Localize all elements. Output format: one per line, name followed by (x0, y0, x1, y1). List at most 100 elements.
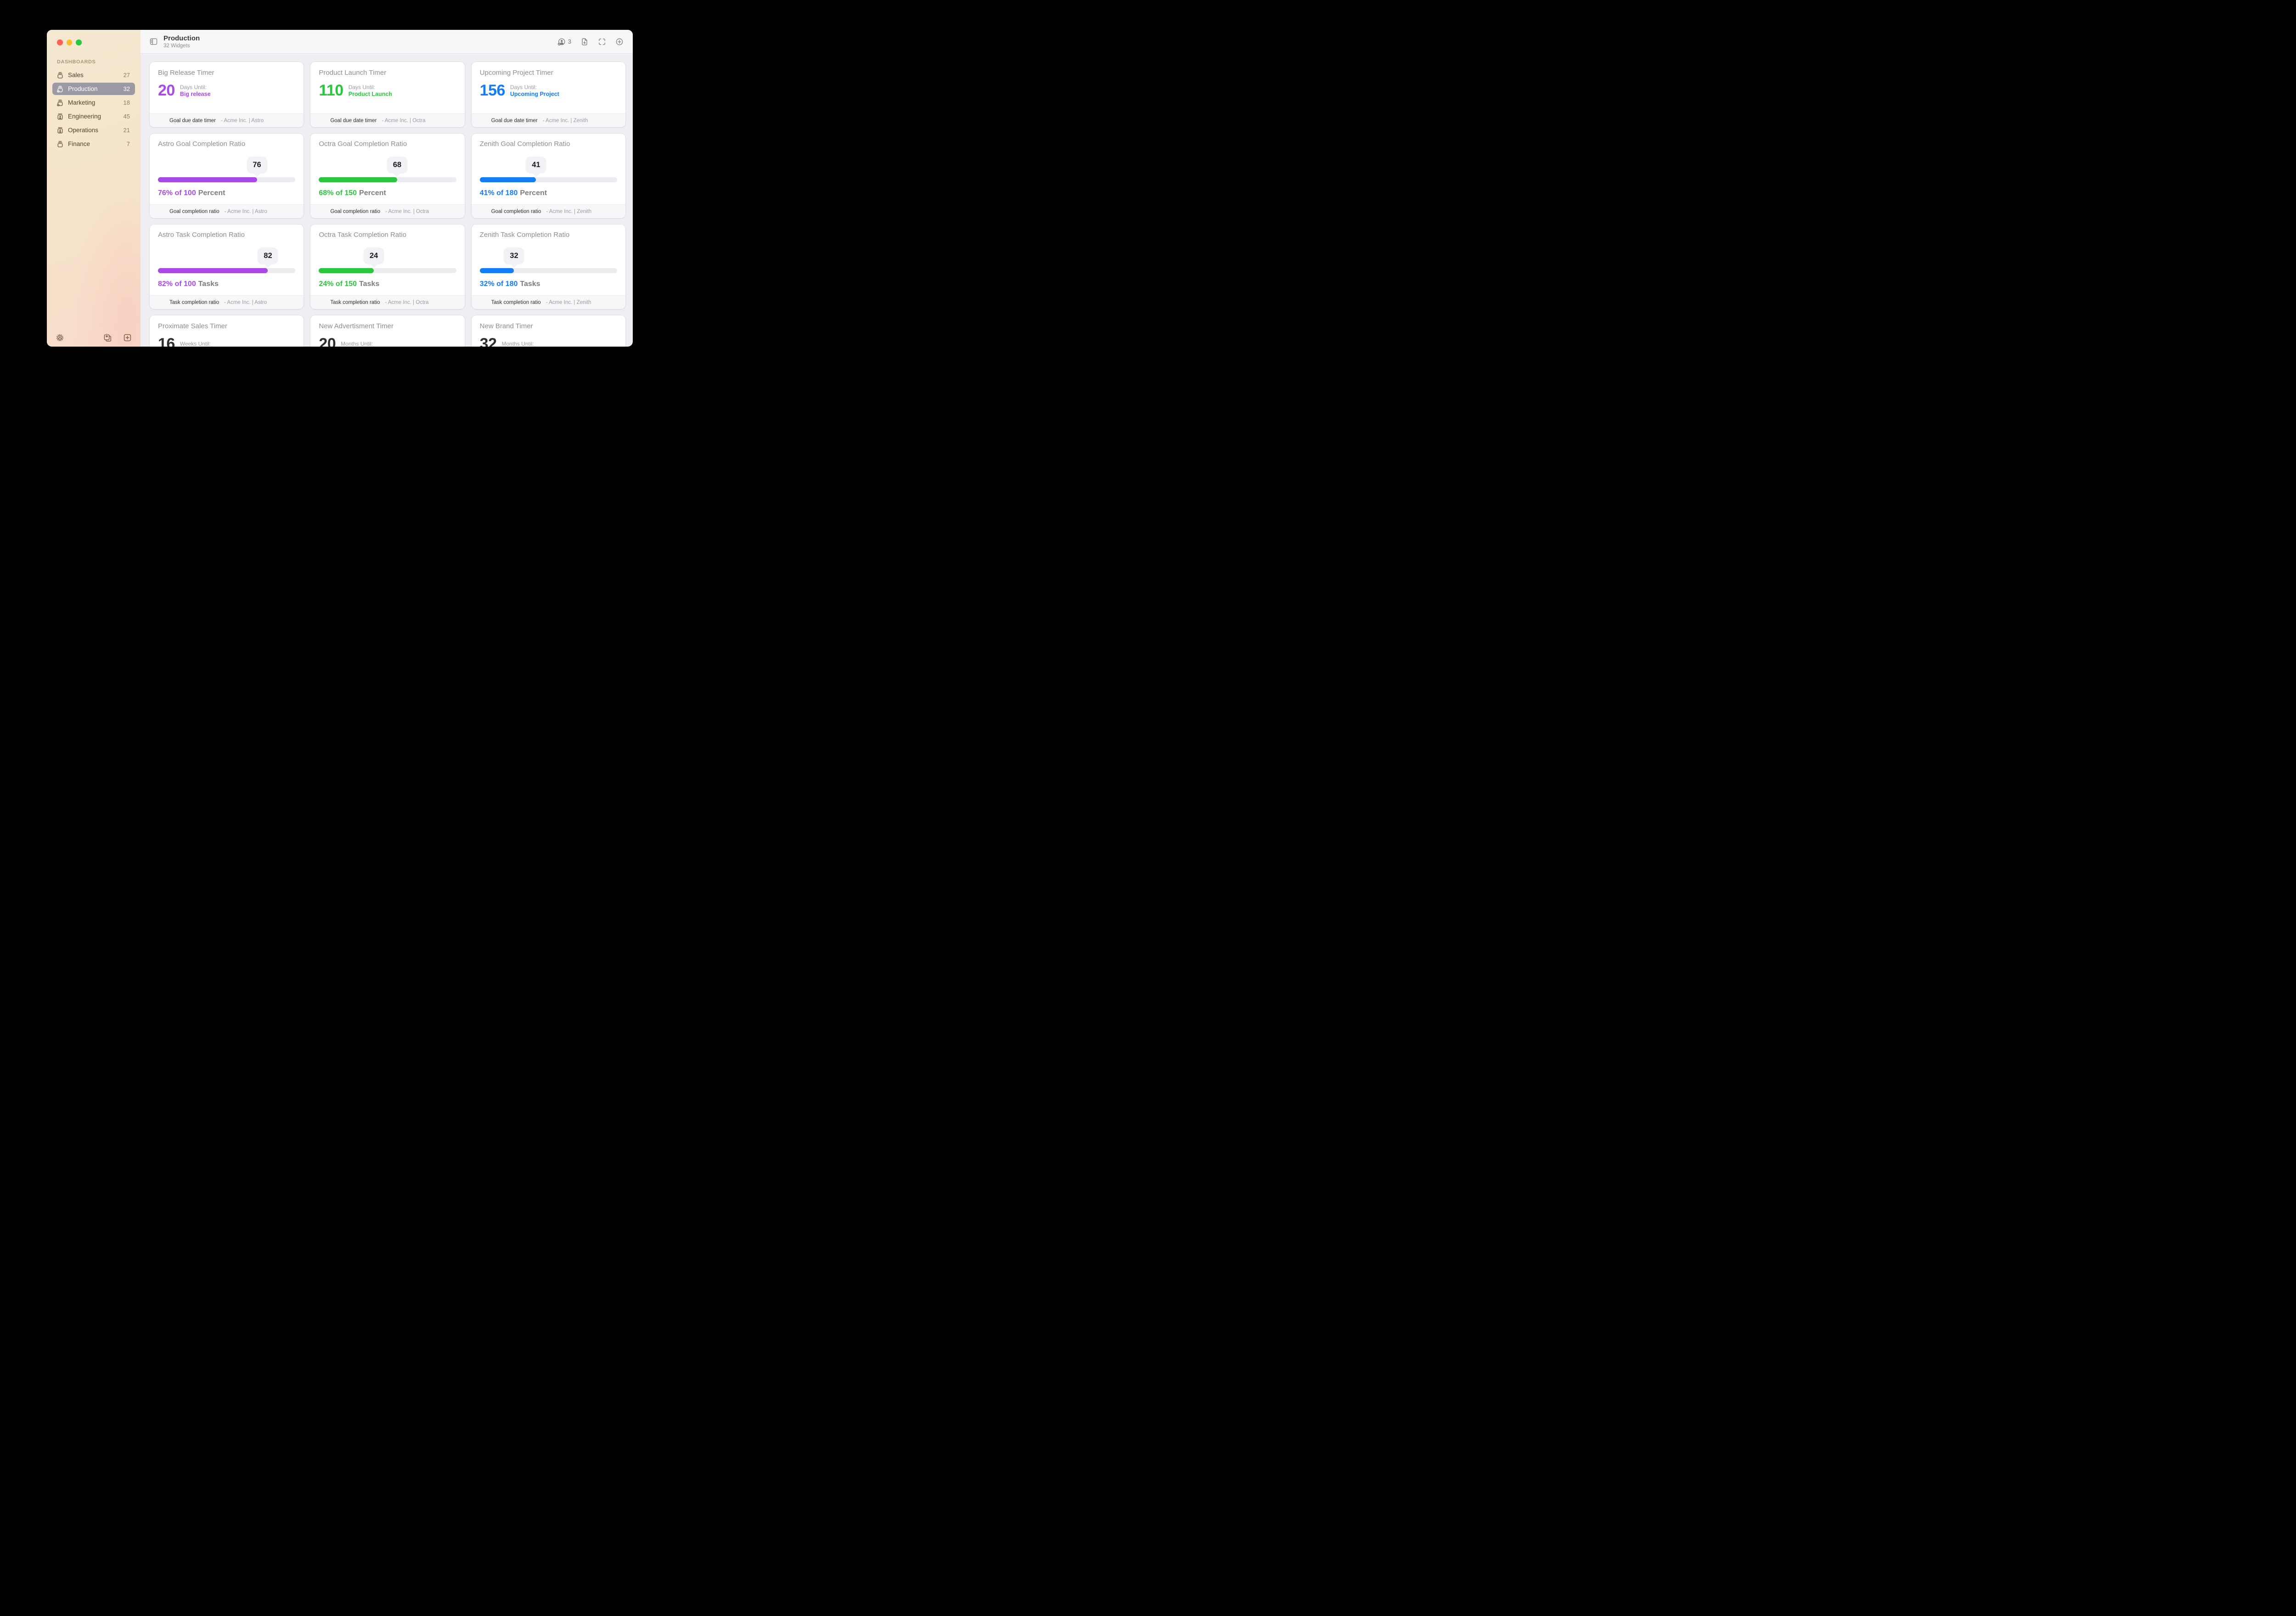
settings-gear-icon[interactable] (56, 333, 64, 342)
timer-goal-label: Product Launch (348, 91, 392, 98)
widget-new-brand-timer[interactable]: New Brand Timer 32 Months Until: (471, 315, 625, 347)
widget-source-label: - Acme Inc. | Zenith (546, 299, 591, 305)
collaborators-count: 3 (568, 38, 571, 45)
ratio-suffix: Percent (198, 189, 225, 197)
widget-footer: Goal completion ratio - Acme Inc. | Zeni… (471, 204, 625, 218)
widget-title: Octra Task Completion Ratio (319, 231, 406, 239)
progress-bar (319, 268, 456, 273)
ratio-suffix: Percent (359, 189, 386, 197)
collaborators-button[interactable]: 3 (557, 38, 571, 46)
new-dashboard-icon[interactable] (123, 333, 132, 342)
widget-type-label: Task completion ratio (330, 299, 380, 305)
progress-fill (479, 177, 536, 182)
main-area: Production 32 Widgets 3 Big Release Time… (141, 30, 633, 347)
minimize-button[interactable] (66, 39, 72, 45)
sidebar-item-count: 21 (123, 127, 130, 134)
widget-body: Upcoming Project Timer 156 Days Until: U… (472, 62, 625, 113)
widget-body: Astro Goal Completion Ratio 76 76% of 10… (150, 134, 304, 204)
add-widget-icon[interactable] (615, 38, 624, 46)
ratio-fraction: 41% of 180 (479, 189, 518, 197)
widget-body: Zenith Task Completion Ratio 32 32% of 1… (472, 224, 625, 295)
import-dashboard-icon[interactable] (103, 333, 112, 342)
widget-type-label: Goal due date timer (330, 118, 377, 123)
badge-zone: 68 (319, 148, 456, 177)
widget-footer: Goal due date timer - Acme Inc. | Octra (310, 113, 465, 127)
sidebar-item-count: 18 (123, 99, 130, 106)
sidebar-item-label: Production (68, 85, 98, 92)
nav-section-label: DASHBOARDS (57, 59, 96, 65)
dashboard-content[interactable]: Big Release Timer 20 Days Until: Big rel… (141, 54, 633, 347)
zoom-button[interactable] (76, 39, 82, 45)
sidebar-toggle-icon[interactable] (150, 38, 158, 45)
dashboard-stack-person-icon (56, 99, 64, 107)
widget-title: Zenith Task Completion Ratio (479, 231, 570, 239)
dashboard-stack-icon (56, 72, 64, 79)
sidebar-item-sales[interactable]: Sales 27 (52, 69, 135, 81)
value-badge: 68 (387, 157, 408, 174)
widget-zenith-task-completion-ratio[interactable]: Zenith Task Completion Ratio 32 32% of 1… (471, 224, 625, 309)
widget-footer: Goal due date timer - Acme Inc. | Astro (150, 113, 304, 127)
export-file-icon[interactable] (580, 38, 589, 46)
progress-bar (319, 177, 456, 182)
widget-source-label: - Acme Inc. | Octra (385, 299, 429, 305)
widget-title: Astro Goal Completion Ratio (158, 140, 246, 148)
ratio-suffix: Tasks (198, 280, 219, 288)
sidebar-item-label: Finance (68, 140, 90, 147)
widget-product-launch-timer[interactable]: Product Launch Timer 110 Days Until: Pro… (310, 62, 465, 127)
clickup-logo-icon (317, 298, 326, 307)
sidebar-item-count: 32 (123, 85, 130, 92)
badge-value: 76 (253, 161, 261, 169)
sidebar-item-operations[interactable]: Operations 21 (52, 124, 135, 136)
ratio-text: 41% of 180 Percent (480, 189, 617, 197)
sidebar-item-production[interactable]: Production 32 (52, 83, 135, 95)
badge-value: 82 (264, 252, 272, 260)
widget-new-advertisment-timer[interactable]: New Advertisment Timer 20 Months Until: (310, 315, 465, 347)
widget-upcoming-project-timer[interactable]: Upcoming Project Timer 156 Days Until: U… (471, 62, 625, 127)
progress-bar (158, 268, 296, 273)
widget-title: Octra Goal Completion Ratio (319, 140, 407, 148)
widget-octra-task-completion-ratio[interactable]: Octra Task Completion Ratio 24 24% of 15… (310, 224, 465, 309)
widget-type-label: Goal completion ratio (330, 208, 380, 214)
badge-zone: 41 (480, 148, 617, 177)
timer-value: 20 (319, 335, 336, 347)
widget-title: Astro Task Completion Ratio (158, 231, 245, 239)
badge-value: 24 (369, 252, 378, 260)
timer-unit-label: Days Until: (180, 84, 207, 91)
ratio-suffix: Percent (520, 189, 547, 197)
widget-octra-goal-completion-ratio[interactable]: Octra Goal Completion Ratio 68 68% of 15… (310, 134, 465, 218)
widget-astro-task-completion-ratio[interactable]: Astro Task Completion Ratio 82 82% of 10… (150, 224, 304, 309)
widget-big-release-timer[interactable]: Big Release Timer 20 Days Until: Big rel… (150, 62, 304, 127)
ratio-fraction: 68% of 150 (319, 189, 357, 197)
progress-bar (479, 177, 617, 182)
close-button[interactable] (57, 39, 63, 45)
widget-source-label: - Acme Inc. | Astro (224, 208, 267, 214)
widget-body: Octra Goal Completion Ratio 68 68% of 15… (310, 134, 464, 204)
value-badge: 82 (257, 247, 278, 264)
ratio-fraction: 82% of 100 (158, 280, 196, 288)
clickup-logo-icon (478, 116, 487, 125)
dashboard-stack-icon (56, 140, 64, 148)
clickup-logo-icon (478, 207, 487, 216)
widget-footer: Task completion ratio - Acme Inc. | Octr… (310, 295, 465, 309)
sidebar-item-finance[interactable]: Finance 7 (52, 138, 135, 150)
widget-footer: Goal completion ratio - Acme Inc. | Astr… (150, 204, 304, 218)
widget-title: Product Launch Timer (319, 69, 387, 77)
dashboards-nav: DASHBOARDS Sales 27 Production 32 Market… (47, 30, 141, 150)
ratio-text: 24% of 150 Tasks (319, 280, 456, 288)
contact-card-icon (56, 113, 64, 120)
ratio-suffix: Tasks (520, 280, 540, 288)
widget-title: Big Release Timer (158, 69, 214, 77)
widget-astro-goal-completion-ratio[interactable]: Astro Goal Completion Ratio 76 76% of 10… (150, 134, 304, 218)
widget-footer: Task completion ratio - Acme Inc. | Zeni… (471, 295, 625, 309)
widget-zenith-goal-completion-ratio[interactable]: Zenith Goal Completion Ratio 41 41% of 1… (471, 134, 625, 218)
widget-title: Zenith Goal Completion Ratio (479, 140, 570, 148)
widget-type-label: Goal completion ratio (169, 208, 219, 214)
sidebar-item-count: 27 (123, 72, 130, 79)
widget-proximate-sales-timer[interactable]: Proximate Sales Timer 16 Weeks Until: (150, 315, 304, 347)
sidebar-item-marketing[interactable]: Marketing 18 (52, 96, 135, 109)
sidebar-item-engineering[interactable]: Engineering 45 (52, 110, 135, 123)
widget-title: Proximate Sales Timer (158, 322, 227, 330)
timer-unit-label: Days Until: (348, 84, 375, 91)
fullscreen-icon[interactable] (598, 38, 606, 46)
contact-card-icon (56, 127, 64, 134)
